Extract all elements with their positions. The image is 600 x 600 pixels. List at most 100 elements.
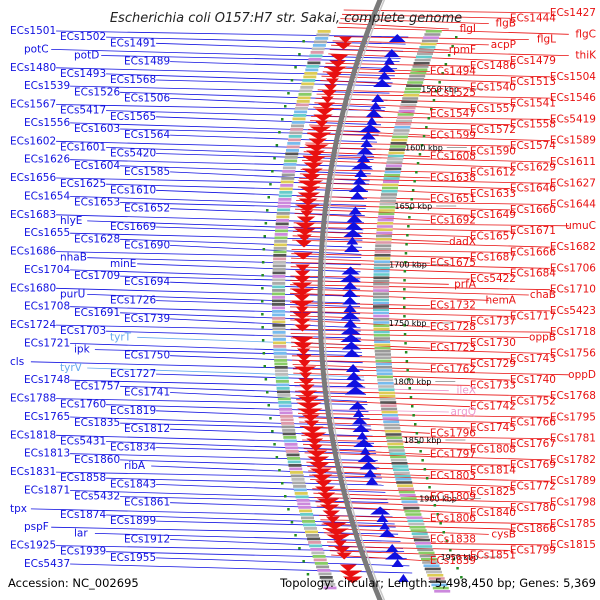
gene-label[interactable]: ECs1757 [74,380,120,392]
gene-label[interactable]: ECs1629 [510,161,556,173]
gene-label[interactable]: ECs1602 [10,135,56,147]
gene-label[interactable]: ECs1556 [24,117,70,129]
gene-label[interactable]: hlyE [60,215,82,227]
gene-label[interactable]: ECs1604 [74,160,120,172]
gene-label[interactable]: ECs1727 [110,368,156,380]
gene-label[interactable]: ECs1766 [510,417,556,429]
gene-label[interactable]: ECs1541 [510,97,556,109]
gene-label[interactable]: prfA [454,278,477,290]
gene-label[interactable]: rpmF [449,44,476,56]
gene-label[interactable]: ECs1762 [430,364,476,376]
gene-label[interactable]: ECs1479 [510,55,556,67]
gene-label[interactable]: ECs1486 [470,60,516,72]
gene-label[interactable]: ECs1651 [430,193,476,205]
gene-label[interactable]: ECs1692 [430,215,476,227]
gene-label[interactable]: chaB [530,289,556,301]
gene-label[interactable]: ECs1683 [10,209,56,221]
gene-label[interactable]: ECs1585 [124,166,170,178]
gene-label[interactable]: ECs1625 [60,178,106,190]
gene-label[interactable]: ECs5437 [24,558,70,570]
gene-label[interactable]: ECs1546 [550,92,596,104]
gene-label[interactable]: ECs1785 [550,518,596,530]
gene-label[interactable]: nhaB [60,252,87,264]
gene-label[interactable]: potC [24,43,49,55]
gene-label[interactable]: ribA [124,460,146,472]
gene-label[interactable]: ECs1608 [430,151,476,163]
gene-label[interactable]: ipk [74,344,91,356]
gene-label[interactable]: ECs1825 [470,486,516,498]
gene-label[interactable]: ECs1690 [124,239,170,251]
gene-label[interactable]: umuC [565,220,596,232]
gene-label[interactable]: ECs1652 [124,203,170,215]
gene-label[interactable]: ECs1789 [550,475,596,487]
gene-label[interactable]: ECs1912 [124,534,170,546]
gene-label[interactable]: ECs1444 [510,12,556,24]
gene-label[interactable]: ECs1494 [430,66,476,78]
gene-label[interactable]: ECs1504 [550,71,596,83]
gene-label[interactable]: ECs1646 [510,183,556,195]
gene-label[interactable]: ECs1626 [24,154,70,166]
gene-label[interactable]: ECs1729 [470,358,516,370]
gene-label[interactable]: ECs1657 [470,231,516,243]
gene-label[interactable]: ECs1493 [60,68,106,80]
gene-label[interactable]: ECs1612 [470,167,516,179]
gene-label[interactable]: ECs1547 [430,108,476,120]
gene-label[interactable]: ECs1834 [110,442,156,454]
gene-label[interactable]: ECs1843 [110,478,156,490]
gene-label[interactable]: purU [60,288,85,300]
gene-label[interactable]: cls [10,356,24,368]
gene-label[interactable]: ECs1513 [510,76,556,88]
gene-label[interactable]: flgC [575,28,596,40]
gene-label[interactable]: ECs1709 [74,270,120,282]
gene-label[interactable]: ECs1839 [430,555,476,567]
gene-label[interactable]: ECs1806 [430,512,476,524]
gene-label[interactable]: ECs1861 [124,497,170,509]
gene-label[interactable]: ECs1489 [124,56,170,68]
gene-label[interactable]: ECs1750 [124,350,170,362]
gene-label[interactable]: ECs1666 [510,246,556,258]
gene-label[interactable]: ECs5417 [60,105,106,117]
gene-label[interactable]: ECs1684 [510,268,556,280]
gene-label[interactable]: ECs1572 [470,124,516,136]
gene-label[interactable]: ECs1782 [550,454,596,466]
gene-label[interactable]: thiK [575,50,597,62]
gene-label[interactable]: ECs1501 [10,25,56,37]
gene-label[interactable]: ECs1599 [430,129,476,141]
gene-label[interactable]: argQ [451,406,477,418]
gene-label[interactable]: ECs1721 [24,337,70,349]
gene-label[interactable]: ECs1752 [510,395,556,407]
gene-label[interactable]: ECs1568 [110,74,156,86]
gene-label[interactable]: ECs1768 [550,390,596,402]
gene-label[interactable]: ECs1819 [110,405,156,417]
gene-label[interactable]: ECs1726 [110,295,156,307]
gene-label[interactable]: potD [74,50,99,62]
gene-label[interactable]: ECs1686 [10,246,56,258]
gene-label[interactable]: ECs5420 [110,148,156,160]
gene-label[interactable]: ECs1742 [470,401,516,413]
gene-label[interactable]: ECs1704 [24,264,70,276]
gene-label[interactable]: ECs1723 [430,342,476,354]
gene-label[interactable]: ECs1601 [60,141,106,153]
gene-label[interactable]: ECs5419 [550,113,596,125]
gene-label[interactable]: ECs1831 [10,466,56,478]
gene-label[interactable]: ECs1669 [110,221,156,233]
gene-label[interactable]: ECs1732 [430,300,476,312]
gene-label[interactable]: ECs1760 [60,399,106,411]
gene-label[interactable]: hemA [485,294,516,306]
gene-label[interactable]: ECs1687 [470,252,516,264]
gene-label[interactable]: ECs1737 [470,316,516,328]
gene-label[interactable]: ECs1682 [550,241,596,253]
gene-label[interactable]: ECs1795 [550,411,596,423]
gene-label[interactable]: oppB [529,332,556,344]
gene-label[interactable]: ECs1567 [10,99,56,111]
gene-label[interactable]: ECs1798 [550,497,596,509]
gene-label[interactable]: lar [74,527,88,539]
gene-label[interactable]: ECs1691 [74,307,120,319]
gene-label[interactable]: oppD [568,369,596,381]
gene-label[interactable]: ECs1480 [10,62,56,74]
gene-label[interactable]: ECs1799 [510,544,556,556]
gene-label[interactable]: cysB [491,528,516,540]
gene-label[interactable]: flgB [496,18,516,30]
gene-label[interactable]: ECs1781 [550,433,596,445]
gene-label[interactable]: ECs5422 [470,273,516,285]
